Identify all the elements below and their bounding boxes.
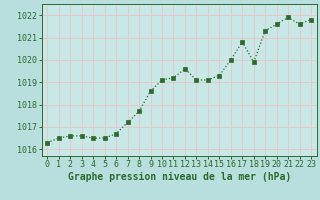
X-axis label: Graphe pression niveau de la mer (hPa): Graphe pression niveau de la mer (hPa): [68, 172, 291, 182]
